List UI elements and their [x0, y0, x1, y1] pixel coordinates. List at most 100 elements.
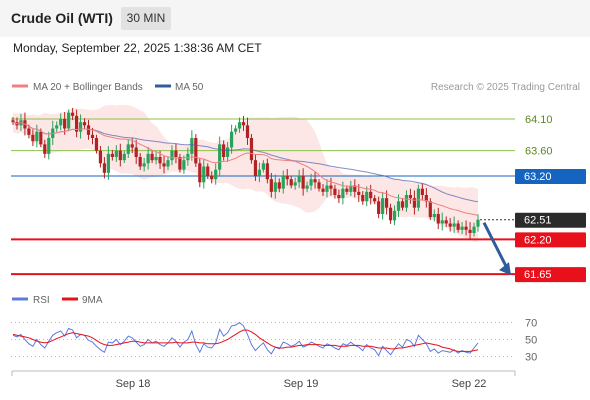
x-tick-label: Sep 18 [116, 378, 151, 390]
candle-body [404, 195, 409, 208]
candle-body [396, 201, 401, 211]
candle-body [194, 138, 198, 164]
level-tag-63.20 [515, 169, 586, 184]
header-bar: Crude Oil (WTI) 30 MIN [0, 0, 590, 37]
candle-body [476, 219, 480, 227]
candle-body [369, 191, 373, 199]
candle-body [341, 188, 345, 199]
candle-body [98, 150, 103, 164]
candle-body [349, 185, 353, 192]
level-tag-61.65 [515, 267, 586, 283]
candle-body [416, 188, 420, 208]
candle-body [432, 214, 436, 218]
x-ticks: Sep 18 Sep 19 Sep 22 [116, 378, 487, 390]
candle-body [59, 119, 63, 126]
candle-body [86, 125, 91, 135]
candle-body [78, 122, 83, 132]
bb-legend-label: MA 20 + Bollinger Bands [33, 82, 143, 93]
candle-body [114, 150, 118, 157]
candle-body [373, 198, 377, 202]
level-label-64.10: 64.10 [525, 114, 553, 126]
candle-body [154, 157, 158, 161]
candle-body [94, 138, 99, 151]
candle-body [384, 198, 389, 208]
candle-body [305, 185, 309, 189]
current-price-label: 62.51 [524, 215, 552, 227]
candle-body [464, 226, 468, 230]
x-tick-label: Sep 19 [284, 378, 319, 390]
candle-body [440, 220, 444, 224]
candle-body [110, 153, 114, 157]
candles [11, 107, 480, 240]
rsi-line [12, 321, 479, 357]
candle-body [289, 179, 293, 186]
candle-body [210, 176, 214, 180]
candle-body [420, 188, 424, 195]
level-label-62.20: 62.20 [524, 234, 552, 246]
candle-body [162, 163, 166, 167]
moving-averages [12, 121, 479, 216]
candle-body [333, 188, 337, 195]
candle-body [43, 144, 47, 154]
candle-body [468, 229, 472, 233]
candle-body [241, 122, 246, 126]
candle-body [82, 122, 87, 126]
candle-body [253, 160, 258, 176]
candle-body [186, 153, 190, 161]
candle-body [412, 198, 417, 208]
candle-body [281, 176, 285, 189]
candle-body [166, 160, 170, 167]
candle-body [400, 201, 405, 208]
candle-body [444, 220, 448, 224]
candle-body [408, 195, 413, 199]
candle-body [388, 207, 393, 221]
candle-body [138, 157, 142, 167]
candle-body [226, 147, 230, 157]
timestamp: Monday, September 22, 2025 1:38:36 AM CE… [13, 41, 262, 55]
rsi-level-label-70: 70 [525, 318, 537, 330]
timeframe-button[interactable]: 30 MIN [121, 7, 171, 30]
candle-body [229, 131, 234, 148]
candle-body [460, 226, 464, 230]
candle-body [130, 144, 134, 148]
candle-body [71, 112, 75, 116]
candle-body [261, 163, 265, 170]
x-tick-label: Sep 22 [452, 378, 487, 390]
candle-body [277, 182, 281, 189]
candle-body [377, 201, 381, 214]
candle-body [313, 179, 317, 183]
ma50-legend-label: MA 50 [175, 82, 204, 93]
candle-body [55, 125, 59, 129]
level-tag-62.20 [515, 232, 586, 248]
rsi-ma-line [12, 329, 479, 352]
candle-body [381, 198, 385, 214]
candle-body [285, 176, 289, 180]
candle-body [31, 134, 35, 142]
candle-body [174, 150, 178, 157]
level-label-63.20: 63.20 [524, 171, 552, 183]
candle-body [325, 185, 329, 192]
candle-body [106, 153, 110, 173]
candle-body [436, 214, 440, 224]
candle-body [448, 223, 452, 227]
candle-body [102, 163, 107, 173]
current-price-tag [515, 212, 586, 228]
forecast-arrow-head [499, 262, 511, 276]
level-label-61.65: 61.65 [524, 269, 552, 281]
candle-body [321, 188, 325, 192]
candle-body [293, 182, 297, 186]
price-labels: 64.10 63.60 63.20 62.20 61.65 62.51 [515, 114, 586, 283]
candle-body [237, 122, 242, 129]
candle-body [365, 191, 369, 202]
candle-body [301, 176, 305, 189]
ma20-line [12, 121, 479, 216]
candle-body [178, 157, 182, 170]
candle-body [424, 195, 428, 202]
candle-body [122, 153, 126, 161]
candle-body [357, 191, 361, 195]
candle-body [345, 188, 349, 192]
candle-body [198, 163, 202, 183]
candle-body [11, 120, 15, 123]
